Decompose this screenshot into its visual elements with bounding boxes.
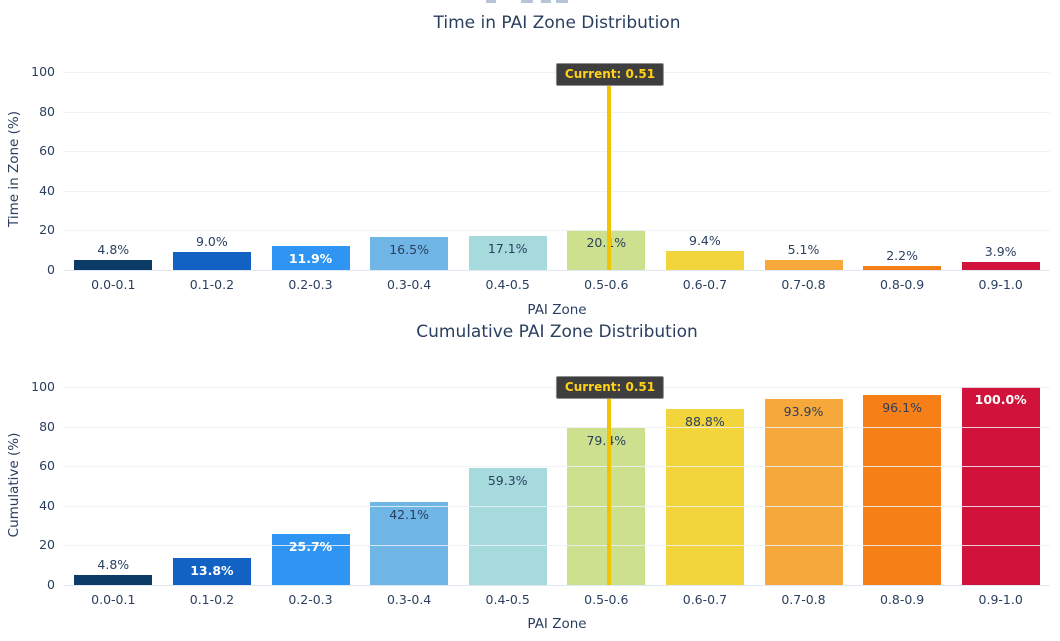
current-annotation: Current: 0.51 [555,63,665,86]
bar-0.2-0.3[interactable] [271,534,350,585]
clipped-suptitle-fragment [556,0,568,3]
bar-value-label: 17.1% [487,241,528,257]
clipped-suptitle-fragment [541,0,551,3]
current-marker-line [607,86,611,270]
bar-0.7-0.8[interactable] [764,259,843,270]
x-tick-label: 0.6-0.7 [682,592,728,607]
bar-value-label: 3.9% [984,244,1017,260]
x-tick-label: 0.1-0.2 [189,592,235,607]
bar-value-label: 11.9% [288,251,333,267]
bar-0.8-0.9[interactable] [863,265,942,270]
bar-0.6-0.7[interactable] [665,409,744,585]
x-tick-label: 0.2-0.3 [288,592,333,607]
clipped-suptitle-fragment [521,0,533,3]
x-tick-label: 0.1-0.2 [189,277,235,292]
bar-value-label: 4.8% [97,242,130,258]
y-axis-title: Cumulative (%) [6,432,22,538]
gridline-60 [64,466,1050,468]
x-tick-label: 0.2-0.3 [288,277,333,292]
bar-value-label: 4.8% [97,557,130,573]
chart-title: Time in PAI Zone Distribution [433,13,681,33]
bar-0.0-0.1[interactable] [74,575,153,585]
y-tick-label: 60 [39,458,55,474]
axis-baseline [64,270,1050,271]
y-tick-label: 100 [31,64,55,79]
gridline-40 [64,190,1050,192]
bar-value-label: 9.0% [196,234,228,250]
bar-value-label: 96.1% [882,399,922,415]
bar-0.4-0.5[interactable] [468,467,547,585]
bar-value-label: 25.7% [288,539,333,555]
bar-0.3-0.4[interactable] [370,501,449,585]
clipped-suptitle-fragment [486,0,496,3]
bar-value-label: 9.4% [689,233,721,249]
bar-0.5-0.6[interactable] [567,230,646,270]
y-tick-label: 40 [39,182,55,198]
gridline-40 [64,505,1050,507]
x-tick-label: 0.9-1.0 [978,592,1023,607]
y-tick-label: 20 [39,222,55,238]
x-tick-label: 0.0-0.1 [91,592,136,607]
y-tick-label: 60 [39,143,55,159]
gridline-20 [64,230,1050,232]
gridline-20 [64,545,1050,547]
x-tick-label: 0.5-0.6 [584,277,629,292]
x-tick-label: 0.3-0.4 [386,592,432,607]
bar-0.9-1.0[interactable] [961,262,1040,270]
bar-0.8-0.9[interactable] [863,394,942,585]
x-axis-title: PAI Zone [527,616,587,632]
bar-0.3-0.4[interactable] [370,237,449,270]
bar-value-label: 5.1% [787,241,820,257]
y-tick-label: 40 [39,497,55,513]
gridline-80 [64,111,1050,113]
x-tick-label: 0.0-0.1 [91,277,136,292]
bar-value-label: 59.3% [487,472,528,488]
x-tick-label: 0.4-0.5 [485,277,530,292]
bar-0.4-0.5[interactable] [468,236,547,270]
bar-value-label: 16.5% [389,242,429,258]
current-marker-line [607,399,611,585]
y-axis-title: Time in Zone (%) [6,111,22,227]
axis-baseline [64,585,1050,586]
y-tick-label: 0 [47,262,55,277]
current-annotation: Current: 0.51 [555,376,665,399]
y-tick-label: 20 [39,537,55,553]
gridline-80 [64,426,1050,428]
bar-0.0-0.1[interactable] [74,260,153,270]
x-tick-label: 0.8-0.9 [879,592,925,607]
bar-value-label: 42.1% [389,506,429,522]
x-tick-label: 0.6-0.7 [682,277,728,292]
bar-0.7-0.8[interactable] [764,399,843,585]
x-tick-label: 0.7-0.8 [781,592,826,607]
chart-title: Cumulative PAI Zone Distribution [416,322,698,342]
bar-0.1-0.2[interactable] [172,252,251,270]
y-tick-label: 0 [47,577,55,592]
bar-0.9-1.0[interactable] [961,387,1040,585]
x-axis-title: PAI Zone [527,302,587,318]
bar-value-label: 100.0% [974,392,1027,407]
bar-value-label: 20.1% [567,235,645,250]
x-tick-label: 0.4-0.5 [485,592,530,607]
y-tick-label: 100 [31,379,55,394]
x-tick-label: 0.3-0.4 [386,277,432,292]
x-tick-label: 0.9-1.0 [978,277,1023,292]
y-tick-label: 80 [39,103,55,119]
x-tick-label: 0.8-0.9 [879,277,925,292]
bar-value-label: 13.8% [190,562,234,578]
bar-value-label: 2.2% [886,247,918,263]
bar-0.6-0.7[interactable] [665,251,744,270]
x-tick-label: 0.7-0.8 [781,277,826,292]
bar-value-label: 93.9% [783,404,824,420]
bar-value-label: 88.8% [685,414,725,430]
bar-value-label: 79.4% [567,433,645,448]
gridline-60 [64,151,1050,153]
y-tick-label: 80 [39,418,55,434]
bar-0.1-0.2[interactable] [172,557,251,585]
x-tick-label: 0.5-0.6 [584,592,629,607]
bar-0.2-0.3[interactable] [271,246,350,270]
